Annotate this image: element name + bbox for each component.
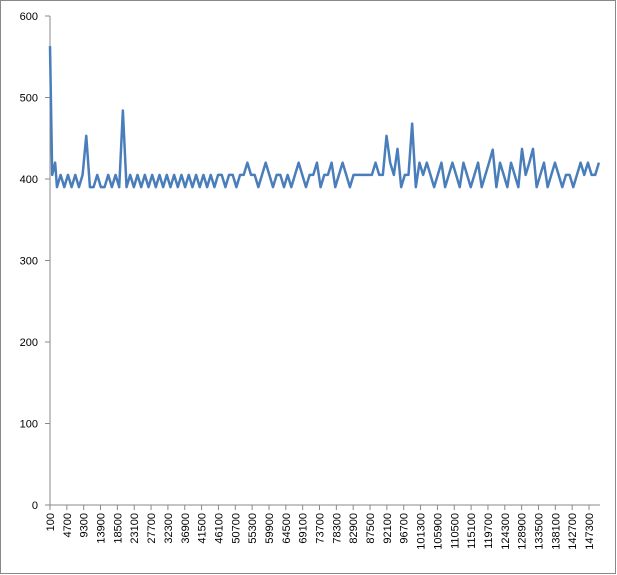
x-tick-label: 124300 [500,513,512,550]
x-tick-label: 13900 [96,513,108,544]
x-tick-label: 115100 [466,513,478,549]
x-tick-label: 59900 [264,513,276,544]
y-tick-label: 400 [20,174,38,186]
x-tick-label: 147300 [584,513,596,550]
x-tick-label: 23100 [129,513,141,544]
x-tick-label: 100 [45,513,57,531]
y-tick-label: 300 [20,256,38,268]
x-tick-label: 64500 [281,513,293,544]
y-tick-label: 600 [20,11,38,23]
x-tick-label: 133500 [533,513,545,550]
x-tick-label: 87500 [365,513,377,544]
x-tick-label: 9300 [79,513,91,537]
x-tick-label: 73700 [315,513,327,544]
line [48,46,601,189]
x-tick-label: 119700 [483,513,495,549]
x-tick-label: 82900 [348,513,360,544]
x-tick-label: 50700 [230,513,242,544]
x-tick-label: 96700 [399,513,411,544]
x-tick-label: 101300 [416,513,428,550]
x-tick-label: 69100 [298,513,310,544]
x-tick-label: 78300 [331,513,343,544]
x-tick-label: 4700 [62,513,74,537]
x-tick-label: 138100 [550,513,562,550]
x-tick-label: 55300 [247,513,259,544]
y-tick-label: 200 [20,337,38,349]
x-tick-label: 41500 [197,513,209,544]
x-tick-label: 46100 [213,513,225,544]
x-tick-label: 110500 [449,513,461,549]
x-tick-label: 32300 [163,513,175,544]
x-tick-label: 36900 [180,513,192,544]
x-tick-label: 92100 [382,513,394,544]
y-tick-label: 500 [20,93,38,105]
y-tick-label: 0 [32,500,38,512]
x-tick-label: 18500 [112,513,124,544]
x-tick-label: 128900 [517,513,529,550]
y-tick-label: 100 [20,419,38,431]
x-tick-label: 27700 [146,513,158,544]
x-tick-label: 142700 [567,513,579,550]
x-tick-label: 105900 [432,513,444,550]
